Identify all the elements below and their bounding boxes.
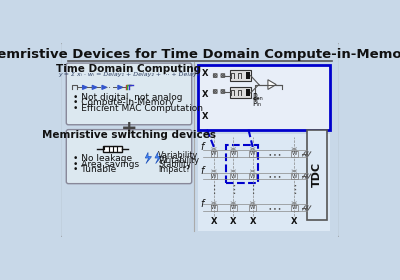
Text: y = Σ xᵢ · wᵢ = Delay₁ + Delay₂ + ⋯ + Delayₙ: y = Σ xᵢ · wᵢ = Delay₁ + Delay₂ + ⋯ + De…	[58, 72, 199, 77]
Bar	[291, 151, 298, 157]
Text: • No leakage: • No leakage	[73, 154, 132, 163]
Text: X: X	[211, 217, 217, 226]
Bar	[291, 205, 298, 211]
Text: W: W	[250, 206, 256, 210]
FancyBboxPatch shape	[66, 130, 192, 184]
Text: • Tunable: • Tunable	[73, 165, 116, 174]
Text: W: W	[211, 174, 217, 179]
Text: Memristive Devices for Time Domain Compute-in-Memory: Memristive Devices for Time Domain Compu…	[0, 48, 400, 60]
Text: W: W	[211, 151, 217, 156]
Polygon shape	[155, 153, 161, 164]
Bar	[230, 151, 236, 157]
Text: Pₑₙ: Pₑₙ	[252, 93, 263, 102]
Text: +: +	[120, 119, 137, 138]
Text: W: W	[230, 206, 236, 210]
Text: X: X	[291, 217, 298, 226]
Bar	[210, 151, 217, 157]
Text: W: W	[211, 206, 217, 210]
Text: ⋮: ⋮	[289, 185, 300, 195]
Bar	[230, 205, 236, 211]
Text: • Not digital, not analog: • Not digital, not analog	[73, 93, 183, 102]
Polygon shape	[118, 85, 123, 89]
Text: W: W	[250, 151, 256, 156]
Bar	[249, 151, 256, 157]
Text: X: X	[230, 217, 236, 226]
Text: X: X	[201, 69, 208, 78]
Text: W: W	[292, 151, 297, 156]
Polygon shape	[145, 153, 152, 164]
Bar	[230, 70, 250, 81]
FancyBboxPatch shape	[66, 63, 192, 125]
FancyBboxPatch shape	[60, 42, 340, 238]
Polygon shape	[82, 85, 88, 89]
Text: ⋯: ⋯	[268, 147, 282, 161]
Text: ⋮: ⋮	[228, 185, 239, 195]
Bar	[246, 89, 250, 96]
FancyBboxPatch shape	[198, 65, 330, 130]
Text: ⋯: ⋯	[268, 201, 282, 215]
Text: ⋯: ⋯	[268, 169, 282, 183]
Text: f: f	[200, 199, 203, 209]
Bar	[198, 134, 330, 232]
Text: • Compute-in-Memory: • Compute-in-Memory	[73, 98, 174, 107]
Polygon shape	[102, 85, 107, 89]
Bar	[230, 173, 236, 179]
Text: Stability: Stability	[158, 160, 192, 169]
Text: f: f	[200, 142, 203, 152]
Text: X: X	[201, 112, 208, 121]
Text: • Efficient MAC Computation: • Efficient MAC Computation	[73, 104, 203, 113]
Text: X: X	[201, 90, 208, 99]
Text: Pᵢₙ: Pᵢₙ	[252, 99, 261, 108]
Text: Writability: Writability	[158, 156, 200, 165]
Bar	[249, 173, 256, 179]
Text: Variability: Variability	[158, 151, 199, 160]
Text: ⋮: ⋮	[247, 185, 258, 195]
Text: Time Domain Computing: Time Domain Computing	[56, 64, 201, 74]
Text: Memristive switching devices: Memristive switching devices	[42, 130, 216, 140]
Text: TDC: TDC	[312, 162, 322, 187]
Bar	[210, 173, 217, 179]
Bar	[230, 87, 250, 99]
Polygon shape	[92, 85, 97, 89]
Polygon shape	[268, 80, 276, 89]
Text: X: X	[250, 217, 256, 226]
Text: ⋮: ⋮	[208, 185, 220, 195]
Text: f: f	[200, 166, 203, 176]
Text: W: W	[230, 151, 236, 156]
Bar	[210, 205, 217, 211]
Bar	[249, 205, 256, 211]
Bar	[103, 146, 122, 153]
Bar	[307, 130, 327, 220]
Text: • Area savings: • Area savings	[73, 160, 139, 169]
Text: Impact?: Impact?	[158, 165, 191, 174]
Text: W: W	[292, 206, 297, 210]
Text: W: W	[292, 174, 297, 179]
Text: W: W	[230, 174, 236, 179]
Text: W: W	[250, 174, 256, 179]
Bar	[246, 72, 250, 79]
Bar	[291, 173, 298, 179]
